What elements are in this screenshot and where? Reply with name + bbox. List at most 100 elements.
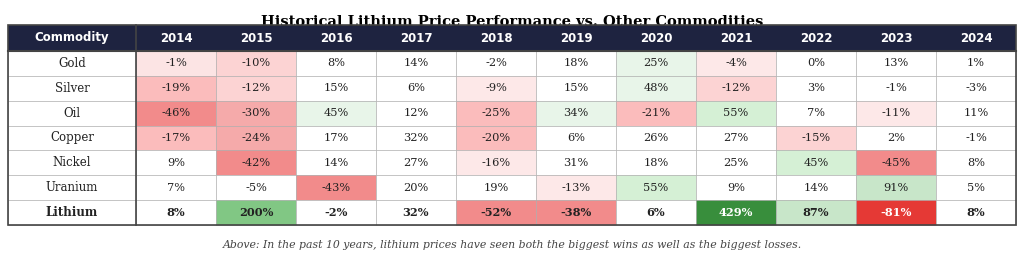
Text: 6%: 6% — [407, 83, 425, 93]
Bar — [536, 51, 616, 76]
Bar — [8, 76, 136, 101]
Bar — [536, 150, 616, 175]
Text: -19%: -19% — [162, 83, 190, 93]
Text: -38%: -38% — [560, 207, 592, 218]
Text: 45%: 45% — [804, 158, 828, 168]
Text: 34%: 34% — [563, 108, 589, 118]
Text: -52%: -52% — [480, 207, 512, 218]
Bar — [376, 200, 456, 225]
Text: 3%: 3% — [807, 83, 825, 93]
Bar — [776, 200, 856, 225]
Text: Gold: Gold — [58, 57, 86, 70]
Text: 32%: 32% — [403, 133, 429, 143]
Text: 25%: 25% — [643, 59, 669, 68]
Bar — [536, 101, 616, 126]
Bar — [136, 101, 216, 126]
Bar — [8, 175, 136, 200]
Text: 2017: 2017 — [399, 32, 432, 45]
Text: Silver: Silver — [54, 82, 89, 95]
Text: 27%: 27% — [723, 133, 749, 143]
Text: 14%: 14% — [804, 183, 828, 193]
Bar — [616, 126, 696, 150]
Bar — [776, 175, 856, 200]
Text: 87%: 87% — [803, 207, 829, 218]
Text: 45%: 45% — [324, 108, 348, 118]
Bar — [776, 101, 856, 126]
Text: -16%: -16% — [481, 158, 511, 168]
Text: 55%: 55% — [723, 108, 749, 118]
Text: 18%: 18% — [563, 59, 589, 68]
Text: -17%: -17% — [162, 133, 190, 143]
Bar — [456, 175, 536, 200]
Text: -4%: -4% — [725, 59, 746, 68]
Text: 2019: 2019 — [560, 32, 592, 45]
Bar — [696, 200, 776, 225]
Bar — [856, 150, 936, 175]
Text: 2022: 2022 — [800, 32, 833, 45]
Text: -5%: -5% — [245, 183, 267, 193]
Bar — [696, 150, 776, 175]
Text: 9%: 9% — [727, 183, 745, 193]
Text: -45%: -45% — [882, 158, 910, 168]
Bar — [8, 200, 136, 225]
Bar — [136, 150, 216, 175]
Bar — [776, 150, 856, 175]
Text: 2020: 2020 — [640, 32, 672, 45]
Bar — [616, 51, 696, 76]
Bar — [8, 51, 136, 76]
Bar — [216, 126, 296, 150]
Text: 20%: 20% — [403, 183, 429, 193]
Text: 14%: 14% — [403, 59, 429, 68]
Text: Copper: Copper — [50, 132, 94, 145]
Text: 429%: 429% — [719, 207, 754, 218]
Bar — [376, 76, 456, 101]
Bar — [216, 150, 296, 175]
Bar — [136, 76, 216, 101]
Bar — [8, 25, 1016, 225]
Text: -81%: -81% — [881, 207, 911, 218]
Bar — [856, 76, 936, 101]
Bar — [936, 175, 1016, 200]
Text: -24%: -24% — [242, 133, 270, 143]
Text: 5%: 5% — [967, 183, 985, 193]
Bar — [296, 101, 376, 126]
Text: 6%: 6% — [567, 133, 585, 143]
Bar — [936, 101, 1016, 126]
Text: 25%: 25% — [723, 158, 749, 168]
Bar — [936, 51, 1016, 76]
Text: 8%: 8% — [327, 59, 345, 68]
Text: 8%: 8% — [967, 207, 985, 218]
Bar — [856, 126, 936, 150]
Text: Oil: Oil — [63, 107, 81, 120]
Text: 7%: 7% — [807, 108, 825, 118]
Text: 2021: 2021 — [720, 32, 753, 45]
Bar — [296, 150, 376, 175]
Bar — [8, 101, 136, 126]
Bar — [696, 126, 776, 150]
Text: Historical Lithium Price Performance vs. Other Commodities: Historical Lithium Price Performance vs.… — [261, 15, 763, 29]
Bar — [616, 101, 696, 126]
Text: 200%: 200% — [239, 207, 273, 218]
Bar — [936, 150, 1016, 175]
Bar — [296, 126, 376, 150]
Text: 8%: 8% — [167, 207, 185, 218]
Bar — [696, 175, 776, 200]
Text: 12%: 12% — [403, 108, 429, 118]
Bar — [616, 76, 696, 101]
Bar — [776, 51, 856, 76]
Bar — [616, 175, 696, 200]
Text: 26%: 26% — [643, 133, 669, 143]
Text: 8%: 8% — [967, 158, 985, 168]
Bar — [936, 126, 1016, 150]
Bar — [136, 126, 216, 150]
Text: -1%: -1% — [165, 59, 187, 68]
Text: -1%: -1% — [965, 133, 987, 143]
Text: -10%: -10% — [242, 59, 270, 68]
Bar — [456, 51, 536, 76]
Text: -15%: -15% — [802, 133, 830, 143]
Bar — [856, 51, 936, 76]
Bar — [8, 150, 136, 175]
Bar — [376, 175, 456, 200]
Bar — [216, 51, 296, 76]
Text: Commodity: Commodity — [35, 32, 110, 45]
